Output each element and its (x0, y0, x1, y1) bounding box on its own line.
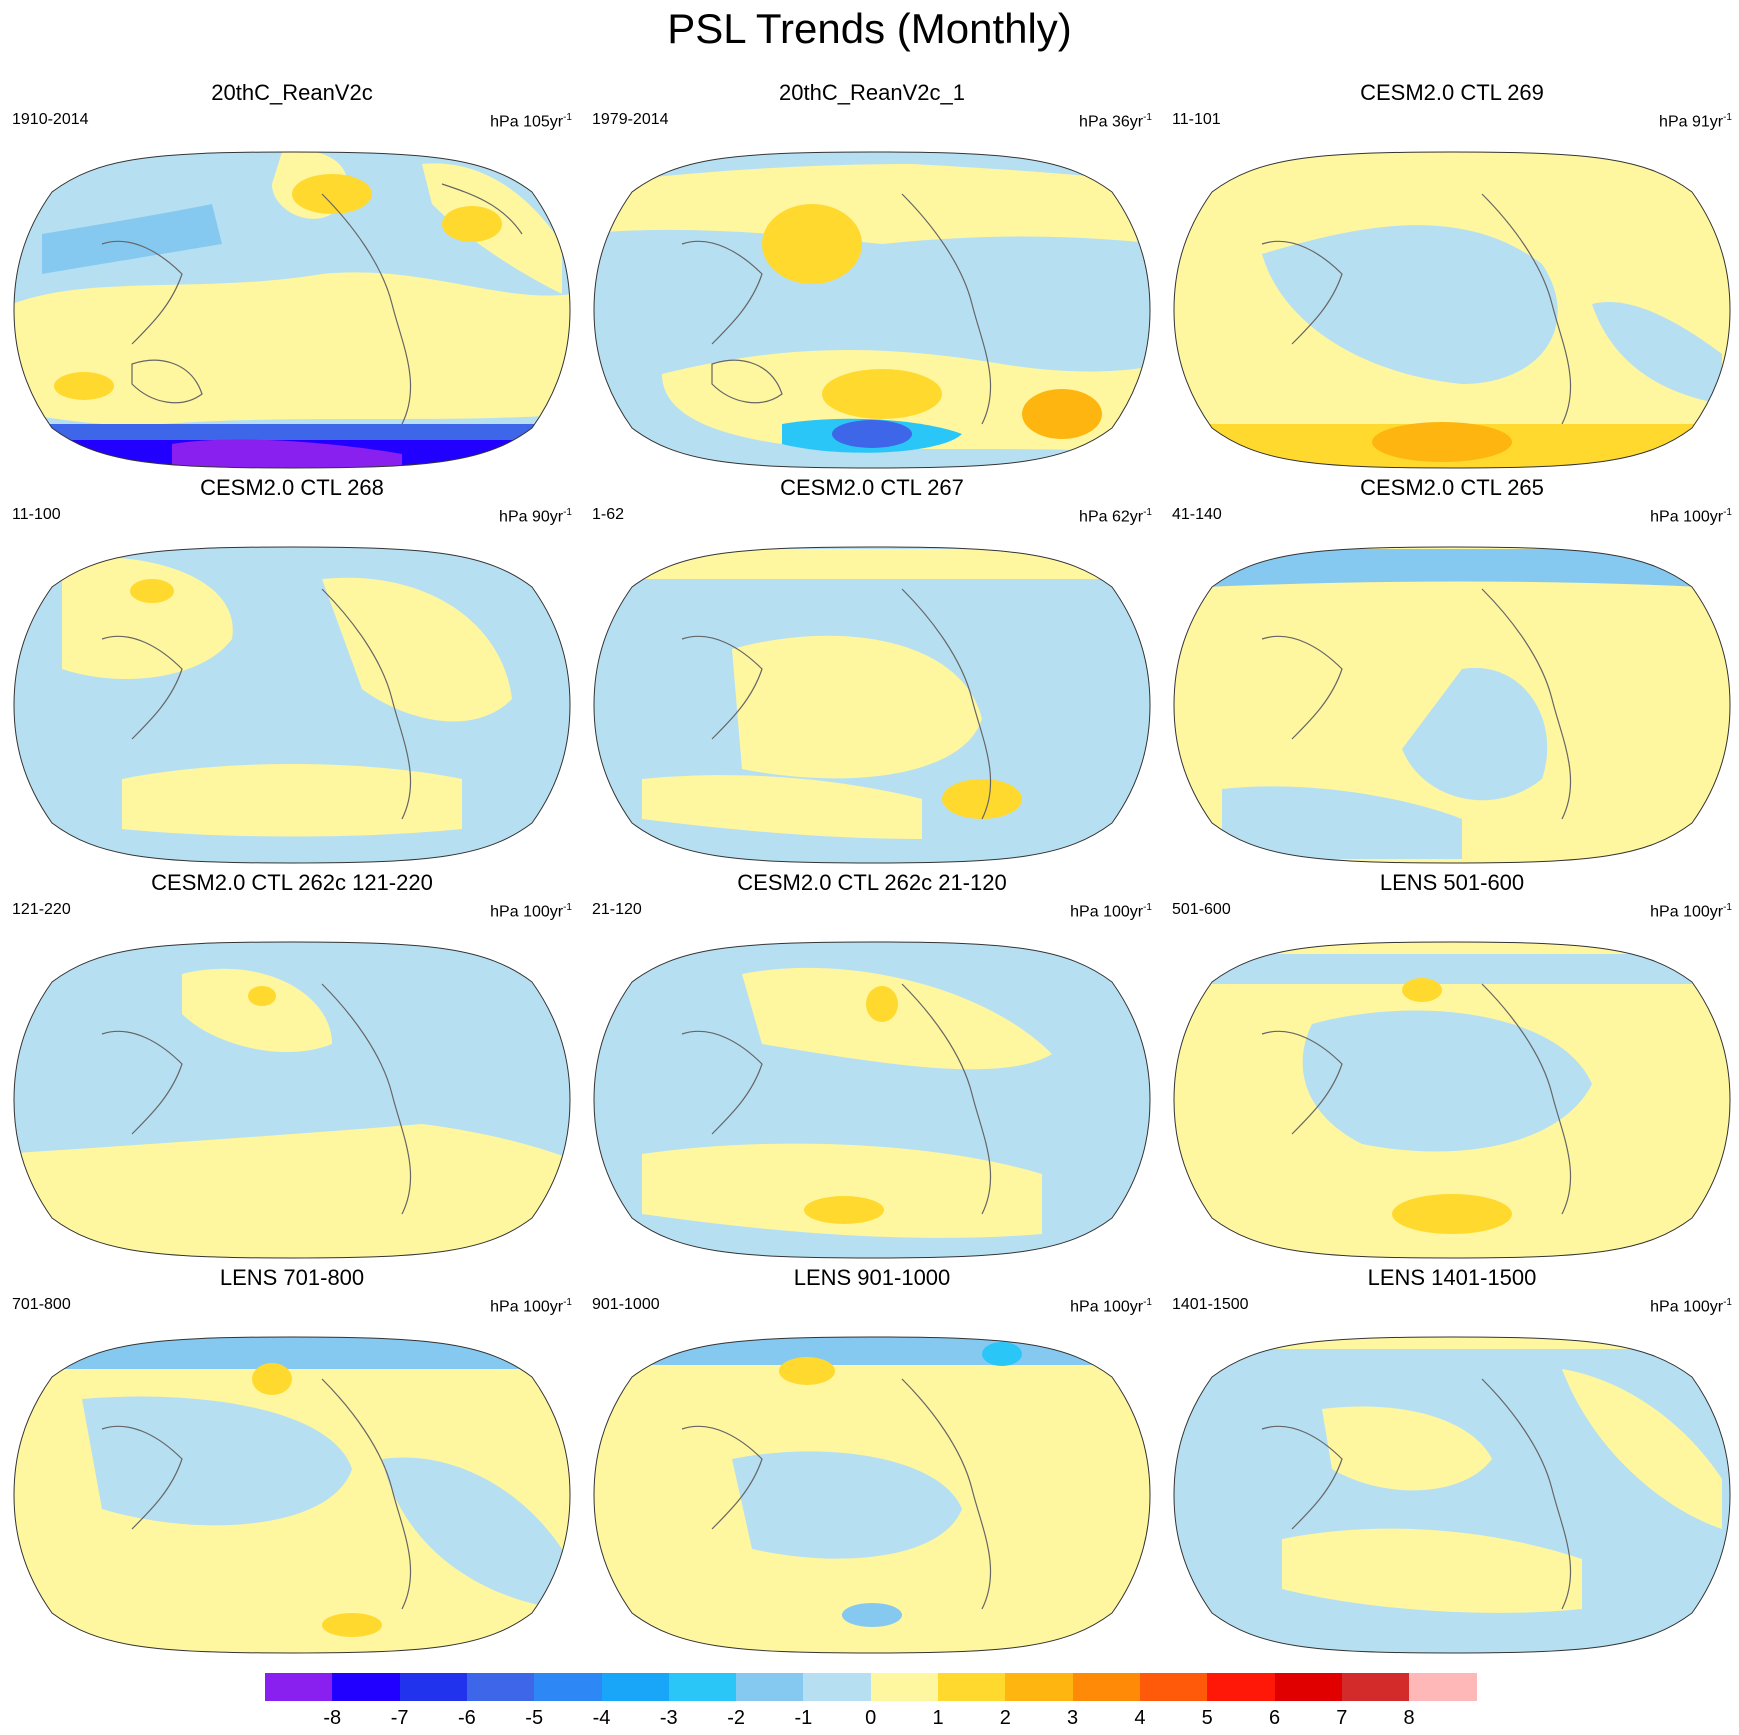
panel-range: 1910-2014 (12, 111, 89, 128)
colorbar-swatch (1274, 1673, 1343, 1701)
panel-units: hPa 100yr-1 (1070, 902, 1152, 921)
panel-title: CESM2.0 CTL 269 (1360, 80, 1544, 105)
panel-units: hPa 100yr-1 (1070, 1297, 1152, 1316)
colorbar-swatch (466, 1673, 535, 1701)
panel-title: 20thC_ReanV2c_1 (779, 80, 965, 105)
colorbar-swatch (601, 1673, 670, 1701)
colorbar-label: 1 (932, 1707, 944, 1729)
panel-units: hPa 36yr-1 (1079, 112, 1152, 131)
colorbar-swatch (1005, 1673, 1074, 1701)
panel-range: 501-600 (1172, 901, 1231, 918)
panel-title: LENS 1401-1500 (1367, 1265, 1537, 1290)
panel-title: CESM2.0 CTL 262c 121-220 (151, 870, 433, 895)
colorbar-label: 5 (1201, 1707, 1213, 1729)
world-map (1173, 546, 1731, 864)
map-panel: LENS 501-600 501-600 hPa 100yr-1 (1162, 870, 1739, 1270)
colorbar-label: 4 (1134, 1707, 1146, 1729)
map-panel: CESM2.0 CTL 267 1-62 hPa 62yr-1 (582, 475, 1162, 875)
colorbar-swatch (265, 1673, 333, 1701)
colorbar-swatch (1207, 1673, 1276, 1701)
panel-title: CESM2.0 CTL 265 (1360, 475, 1544, 500)
figure-title: PSL Trends (Monthly) (667, 5, 1072, 52)
panel-range: 11-100 (12, 506, 61, 523)
panel-title: CESM2.0 CTL 267 (780, 475, 964, 500)
panel-title: 20thC_ReanV2c (211, 80, 373, 105)
panel-range: 121-220 (12, 901, 71, 918)
colorbar-label: -1 (794, 1707, 813, 1729)
panel-units: hPa 100yr-1 (490, 902, 572, 921)
panel-range: 21-120 (592, 901, 642, 918)
panel-units: hPa 100yr-1 (490, 1297, 572, 1316)
panel-units: hPa 62yr-1 (1079, 507, 1152, 526)
world-map (1173, 941, 1731, 1259)
world-map (1173, 1336, 1731, 1654)
world-map (593, 941, 1151, 1259)
colorbar-label: -8 (323, 1707, 342, 1729)
colorbar-label: 7 (1336, 1707, 1348, 1729)
panel-range: 1-62 (592, 506, 625, 523)
panel-range: 41-140 (1172, 506, 1222, 523)
map-panel: LENS 701-800 701-800 hPa 100yr-1 (2, 1265, 582, 1665)
colorbar-swatch (1341, 1673, 1410, 1701)
panel-units: hPa 91yr-1 (1659, 112, 1732, 131)
panel-range: 1401-1500 (1172, 1296, 1249, 1313)
colorbar-label: -4 (592, 1707, 611, 1729)
panel-range: 701-800 (12, 1296, 71, 1313)
map-panel: 20thC_ReanV2c 1910-2014 hPa 105yr-1 (2, 80, 582, 480)
colorbar-label: 6 (1268, 1707, 1281, 1729)
colorbar-swatch (399, 1673, 468, 1701)
panel-title: LENS 701-800 (219, 1265, 365, 1290)
colorbar-swatch (668, 1673, 737, 1701)
panel-title: CESM2.0 CTL 262c 21-120 (737, 870, 1007, 895)
panel-title: LENS 901-1000 (793, 1265, 951, 1290)
colorbar-label: 0 (865, 1707, 877, 1729)
colorbar-swatch (803, 1673, 872, 1701)
colorbar-swatch (870, 1673, 939, 1701)
panel-range: 1979-2014 (592, 111, 669, 128)
panel-units: hPa 100yr-1 (1650, 902, 1732, 921)
colorbar-label: -3 (659, 1707, 678, 1729)
colorbar-label: -2 (727, 1707, 745, 1729)
colorbar-swatch (736, 1673, 805, 1701)
panel-title: CESM2.0 CTL 268 (200, 475, 384, 500)
map-panel: CESM2.0 CTL 265 41-140 hPa 100yr-1 (1162, 475, 1739, 875)
colorbar-label: 3 (1067, 1707, 1079, 1729)
world-map (13, 941, 571, 1259)
world-map (1173, 151, 1731, 469)
world-map (593, 151, 1151, 469)
map-panel: LENS 901-1000 901-1000 hPa 100yr-1 (582, 1265, 1162, 1665)
map-panel: LENS 1401-1500 1401-1500 hPa 100yr-1 (1162, 1265, 1739, 1665)
world-map (13, 546, 571, 864)
panel-range: 11-101 (1172, 111, 1221, 128)
colorbar-label: -6 (457, 1707, 476, 1729)
colorbar-label: -7 (390, 1707, 409, 1729)
map-panel: CESM2.0 CTL 268 11-100 hPa 90yr-1 (2, 475, 582, 875)
colorbar-swatch (534, 1673, 603, 1701)
colorbar-swatch (332, 1673, 401, 1701)
world-map (13, 1336, 571, 1654)
colorbar-label: 2 (999, 1707, 1011, 1729)
colorbar-swatch (938, 1673, 1006, 1701)
colorbar-swatch (1139, 1673, 1208, 1701)
colorbar-swatch (1409, 1673, 1478, 1701)
panel-units: hPa 100yr-1 (1650, 507, 1732, 526)
panel-range: 901-1000 (592, 1296, 660, 1313)
map-panel: CESM2.0 CTL 262c 121-220 121-220 hPa 100… (2, 870, 582, 1270)
map-panel: CESM2.0 CTL 262c 21-120 21-120 hPa 100yr… (582, 870, 1162, 1270)
colorbar-swatch (1072, 1673, 1141, 1701)
map-panel: CESM2.0 CTL 269 11-101 hPa 91yr-1 (1162, 80, 1739, 480)
world-map (13, 151, 571, 469)
map-panel: 20thC_ReanV2c_1 1979-2014 hPa 36yr-1 (582, 80, 1162, 480)
world-map (593, 1336, 1151, 1654)
colorbar-label: 8 (1403, 1707, 1415, 1729)
world-map (593, 546, 1151, 864)
panel-units: hPa 105yr-1 (490, 112, 572, 131)
colorbar-label: -5 (525, 1707, 544, 1729)
panel-units: hPa 100yr-1 (1650, 1297, 1732, 1316)
panel-title: LENS 501-600 (1379, 870, 1525, 895)
panel-units: hPa 90yr-1 (499, 507, 572, 526)
